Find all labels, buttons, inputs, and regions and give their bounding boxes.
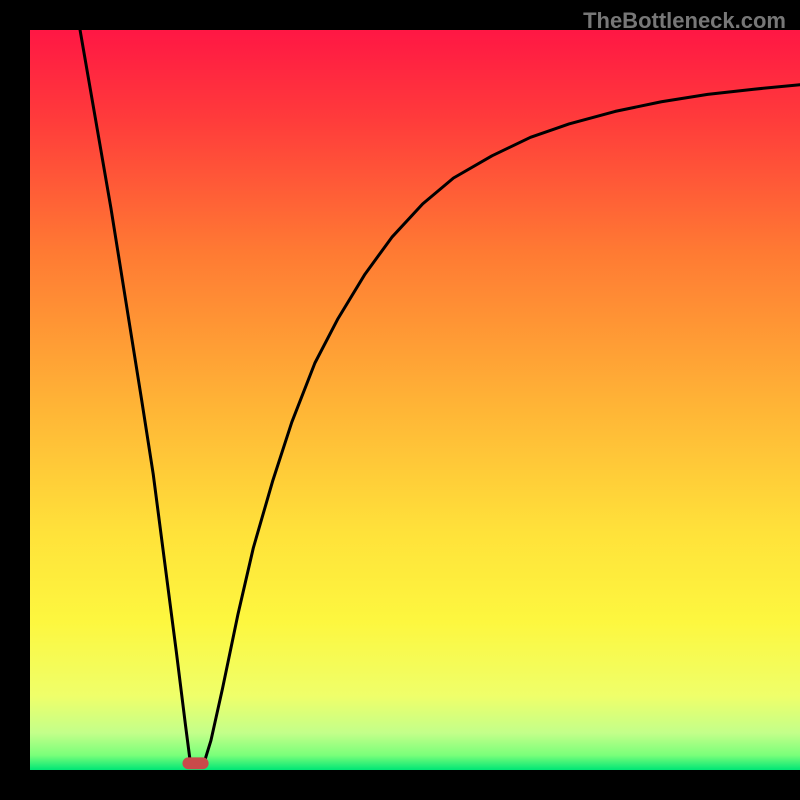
- gradient-background: [30, 30, 800, 770]
- watermark-text: TheBottleneck.com: [583, 8, 786, 34]
- plot-area: [30, 30, 800, 770]
- chart-container: TheBottleneck.com: [0, 0, 800, 800]
- valley-marker: [182, 757, 208, 769]
- chart-svg: [30, 30, 800, 770]
